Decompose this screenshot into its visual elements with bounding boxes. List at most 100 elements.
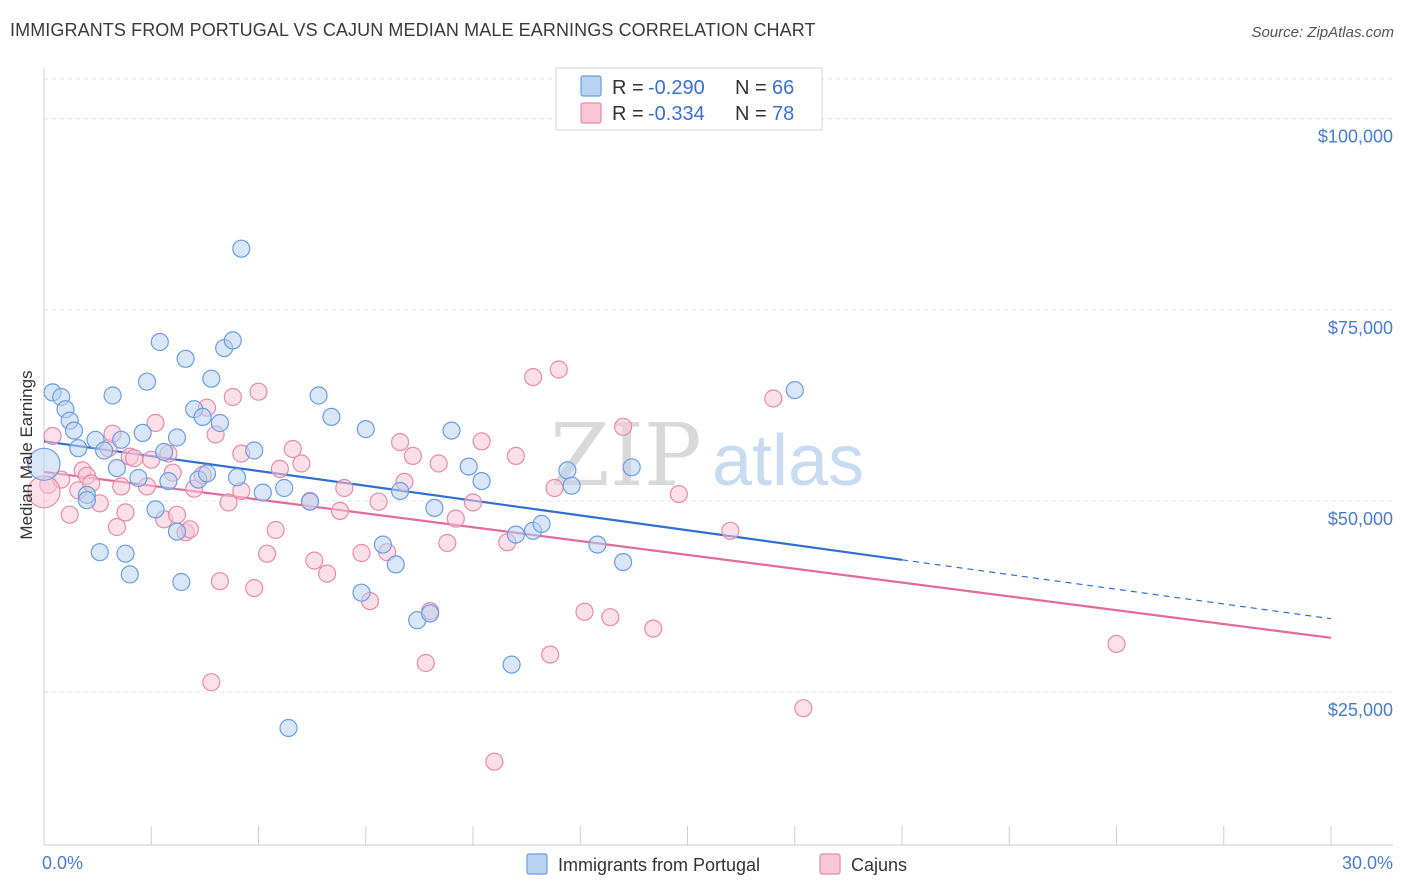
watermark-atlas: atlas bbox=[712, 421, 864, 501]
point-portugal bbox=[391, 481, 410, 501]
point-portugal bbox=[197, 464, 217, 483]
legend-n-value-cajuns: 78 bbox=[772, 103, 794, 125]
x-tick-label-max: 30.0% bbox=[1342, 853, 1393, 873]
point-portugal bbox=[506, 525, 526, 544]
point-portugal bbox=[421, 604, 440, 623]
point-portugal bbox=[107, 459, 127, 478]
x-tick-label-min: 0.0% bbox=[42, 853, 83, 873]
point-cajuns bbox=[43, 426, 62, 446]
point-portugal bbox=[425, 498, 444, 517]
point-cajuns bbox=[369, 492, 388, 511]
point-cajuns bbox=[305, 551, 324, 570]
point-portugal bbox=[202, 369, 221, 388]
point-portugal bbox=[64, 421, 84, 440]
bottom-legend-label-cajuns: Cajuns bbox=[851, 855, 907, 875]
point-cajuns bbox=[575, 602, 594, 621]
point-portugal bbox=[27, 447, 61, 481]
point-cajuns bbox=[545, 478, 564, 498]
point-portugal bbox=[77, 491, 97, 510]
legend-swatch-cajuns bbox=[580, 102, 602, 124]
point-portugal bbox=[137, 372, 157, 391]
point-cajuns bbox=[258, 544, 277, 563]
point-portugal bbox=[69, 439, 88, 458]
point-portugal bbox=[159, 472, 178, 491]
point-portugal bbox=[167, 428, 187, 447]
y-tick-label: $75,000 bbox=[1328, 318, 1393, 338]
point-cajuns bbox=[223, 387, 242, 407]
grid-lines bbox=[44, 78, 1393, 693]
point-portugal bbox=[562, 476, 581, 495]
point-cajuns bbox=[721, 521, 740, 540]
point-portugal bbox=[472, 472, 491, 491]
point-portugal bbox=[588, 535, 607, 554]
point-cajuns bbox=[146, 413, 165, 433]
point-portugal bbox=[223, 331, 242, 350]
point-portugal bbox=[622, 458, 641, 477]
correlation-legend: R = -0.290 N = 66 R = -0.334 N = 78 bbox=[555, 67, 823, 131]
point-portugal bbox=[300, 492, 320, 511]
point-cajuns bbox=[210, 572, 229, 591]
point-portugal bbox=[322, 407, 341, 426]
point-portugal bbox=[155, 442, 174, 462]
point-cajuns bbox=[613, 417, 633, 436]
y-axis-label: Median Male Earnings bbox=[17, 370, 36, 539]
point-cajuns bbox=[60, 505, 79, 524]
point-portugal bbox=[502, 655, 521, 674]
point-cajuns bbox=[669, 485, 689, 504]
series-legend: Immigrants from Portugal Cajuns bbox=[526, 853, 907, 875]
point-cajuns bbox=[292, 454, 311, 473]
point-cajuns bbox=[429, 454, 448, 473]
point-portugal bbox=[90, 543, 109, 562]
point-portugal bbox=[442, 421, 461, 440]
watermark: ZIP atlas bbox=[550, 406, 864, 506]
point-cajuns bbox=[416, 653, 435, 673]
point-cajuns bbox=[403, 446, 422, 465]
point-cajuns bbox=[764, 389, 783, 408]
point-cajuns bbox=[245, 578, 264, 598]
point-cajuns bbox=[219, 493, 238, 512]
legend-r-value-cajuns: -0.334 bbox=[648, 103, 705, 125]
legend-n-value-portugal: 66 bbox=[772, 77, 794, 99]
point-portugal bbox=[275, 478, 294, 498]
point-portugal bbox=[120, 565, 139, 584]
point-cajuns bbox=[167, 505, 187, 524]
point-cajuns bbox=[1107, 634, 1126, 654]
point-cajuns bbox=[283, 439, 302, 459]
point-cajuns bbox=[549, 360, 568, 379]
point-portugal bbox=[253, 483, 272, 502]
point-portugal bbox=[129, 468, 148, 488]
point-cajuns bbox=[352, 543, 371, 563]
point-portugal bbox=[386, 555, 405, 574]
bottom-legend-label-portugal: Immigrants from Portugal bbox=[558, 855, 760, 875]
point-portugal bbox=[210, 413, 229, 433]
y-tick-label: $100,000 bbox=[1318, 127, 1393, 147]
point-cajuns bbox=[506, 446, 526, 465]
point-cajuns bbox=[249, 382, 268, 401]
point-portugal bbox=[103, 386, 122, 405]
y-tick-label: $25,000 bbox=[1328, 700, 1393, 720]
point-portugal bbox=[532, 514, 551, 534]
axes: $25,000 $50,000 $75,000 $100,000 0.0% 30.0% bbox=[42, 68, 1393, 873]
point-cajuns bbox=[644, 619, 663, 638]
point-cajuns bbox=[541, 645, 560, 664]
point-cajuns bbox=[125, 449, 144, 468]
point-portugal bbox=[116, 544, 135, 563]
point-cajuns bbox=[266, 520, 285, 540]
point-cajuns bbox=[391, 433, 410, 452]
point-cajuns bbox=[107, 517, 127, 537]
point-portugal bbox=[112, 430, 131, 449]
point-portugal bbox=[558, 461, 577, 480]
point-cajuns bbox=[523, 368, 543, 387]
chart-title: IMMIGRANTS FROM PORTUGAL VS CAJUN MEDIAN… bbox=[10, 20, 816, 40]
legend-n-label-2: N = bbox=[735, 103, 767, 125]
point-portugal bbox=[150, 332, 169, 352]
point-portugal bbox=[613, 552, 633, 572]
legend-swatch-portugal bbox=[580, 75, 602, 97]
point-portugal bbox=[227, 468, 247, 487]
point-portugal bbox=[309, 386, 328, 405]
point-cajuns bbox=[112, 477, 131, 496]
legend-r-label: R = bbox=[612, 77, 644, 99]
source-label: Source: ZipAtlas.com bbox=[1251, 24, 1394, 41]
point-portugal bbox=[167, 522, 187, 541]
